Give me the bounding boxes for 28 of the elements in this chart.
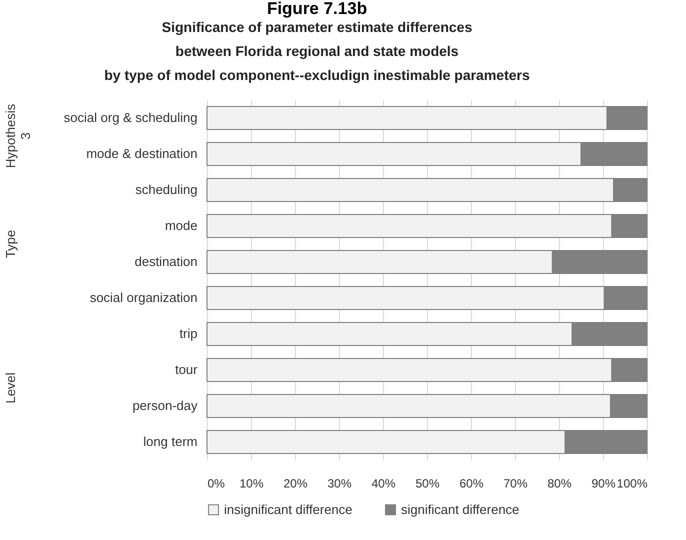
y-tick-label: mode & destination	[86, 146, 198, 161]
x-tick-label: 20%	[283, 476, 308, 490]
y-tick-label: social org & scheduling	[64, 110, 198, 125]
text: Hypothesis 3	[3, 103, 33, 168]
x-tick-label: 40%	[371, 476, 396, 490]
y-tick-label: trip	[179, 326, 198, 341]
chart-title: Figure 7.13b	[266, 0, 368, 18]
x-tick-label: 90%	[591, 476, 616, 490]
x-tick-label: 50%	[415, 476, 440, 490]
text: Type	[3, 230, 18, 258]
x-tick-label: 10%	[239, 476, 264, 490]
y-tick-label: destination	[134, 254, 198, 269]
chart-subtitle: Significance of parameter estimate differences between Florida regional and state models by type of model component--excludign inestimable parameters	[104, 19, 530, 83]
x-tick-label: 100%	[616, 476, 648, 490]
x-tick-label: 80%	[547, 476, 572, 490]
y-tick-label: scheduling	[135, 182, 198, 197]
y-tick-label: social organization	[90, 290, 198, 305]
text: Level	[3, 372, 18, 404]
x-tick-label: 0%	[208, 476, 226, 490]
legend-label: insignificant difference	[224, 502, 352, 517]
y-tick-label: long term	[143, 434, 198, 449]
x-tick-label: 30%	[327, 476, 352, 490]
y-tick-label: tour	[175, 362, 198, 377]
y-tick-label: person-day	[132, 398, 198, 413]
y-tick-label: mode	[164, 218, 198, 233]
legend-label: significant difference	[401, 502, 520, 517]
x-tick-label: 60%	[459, 476, 484, 490]
x-tick-label: 70%	[503, 476, 528, 490]
